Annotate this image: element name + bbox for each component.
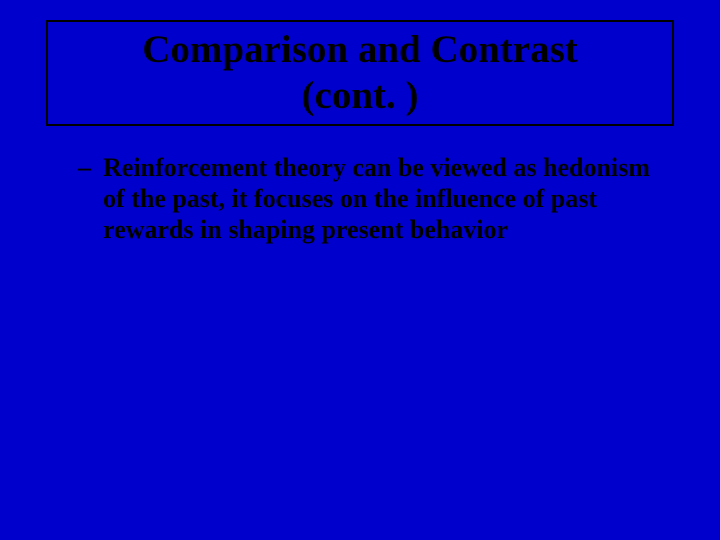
bullet-item: – Reinforcement theory can be viewed as …	[78, 152, 668, 246]
title-line-2: (cont. )	[302, 73, 419, 119]
title-line-1: Comparison and Contrast	[142, 27, 578, 73]
bullet-marker: –	[78, 152, 91, 183]
title-box: Comparison and Contrast (cont. )	[46, 20, 674, 126]
bullet-text: Reinforcement theory can be viewed as he…	[103, 152, 668, 246]
body-area: – Reinforcement theory can be viewed as …	[78, 152, 668, 246]
